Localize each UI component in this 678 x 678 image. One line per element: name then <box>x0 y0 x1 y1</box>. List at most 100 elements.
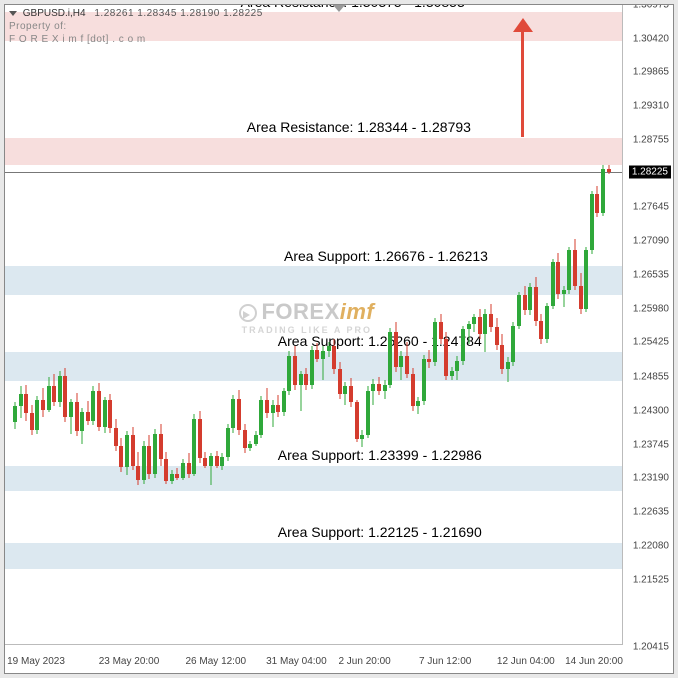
candle <box>47 5 51 647</box>
y-tick-label: 1.29865 <box>633 67 669 78</box>
x-tick-label: 26 May 12:00 <box>185 656 246 667</box>
candle <box>310 5 314 647</box>
y-tick-label: 1.30420 <box>633 33 669 44</box>
candle <box>80 5 84 647</box>
candle <box>483 5 487 647</box>
y-tick-label: 1.21525 <box>633 574 669 585</box>
candle <box>304 5 308 647</box>
candle <box>506 5 510 647</box>
candle <box>69 5 73 647</box>
candle <box>299 5 303 647</box>
candle <box>394 5 398 647</box>
candle <box>30 5 34 647</box>
property-value: F O R E X i m f [dot] . c o m <box>9 34 146 45</box>
plot-area[interactable]: FOREXimf TRADING LIKE A PRO Area Resista… <box>5 5 623 645</box>
candle <box>573 5 577 647</box>
x-tick-label: 7 Jun 12:00 <box>419 656 471 667</box>
candle <box>41 5 45 647</box>
candle <box>545 5 549 647</box>
drag-handle-icon[interactable] <box>333 5 345 12</box>
candle <box>416 5 420 647</box>
candle <box>590 5 594 647</box>
candle <box>293 5 297 647</box>
candle <box>170 5 174 647</box>
candle <box>472 5 476 647</box>
x-tick-label: 14 Jun 20:00 <box>565 656 623 667</box>
candle <box>192 5 196 647</box>
chart-header: GBPUSD.i,H4 1.28261 1.28345 1.28190 1.28… <box>9 7 263 46</box>
candle <box>567 5 571 647</box>
candle <box>528 5 532 647</box>
candle <box>259 5 263 647</box>
y-axis: 1.309751.304201.298651.293101.287551.282… <box>623 5 673 645</box>
candle <box>427 5 431 647</box>
candle <box>607 5 611 647</box>
candle <box>556 5 560 647</box>
candle <box>153 5 157 647</box>
y-tick-label: 1.30975 <box>633 4 669 11</box>
y-tick-label: 1.27090 <box>633 236 669 247</box>
y-tick-label: 1.23190 <box>633 473 669 484</box>
property-label: Property of: <box>9 21 67 32</box>
candle <box>534 5 538 647</box>
candle <box>349 5 353 647</box>
arrow-head-icon <box>513 18 533 32</box>
zone-label: Area Resistance: 1.28344 - 1.28793 <box>247 119 471 135</box>
dropdown-icon[interactable] <box>9 11 17 16</box>
candle <box>287 5 291 647</box>
y-tick-label: 1.22635 <box>633 507 669 518</box>
candle <box>108 5 112 647</box>
y-tick-label: 1.28755 <box>633 134 669 145</box>
y-tick-label: 1.24855 <box>633 372 669 383</box>
y-tick-label: 1.29310 <box>633 101 669 112</box>
candle <box>551 5 555 647</box>
candle <box>187 5 191 647</box>
candle <box>19 5 23 647</box>
candle <box>584 5 588 647</box>
candle <box>147 5 151 647</box>
candle <box>377 5 381 647</box>
candle <box>455 5 459 647</box>
candle <box>243 5 247 647</box>
y-tick-label: 1.26535 <box>633 269 669 280</box>
candle <box>86 5 90 647</box>
candle <box>338 5 342 647</box>
candle <box>478 5 482 647</box>
x-tick-label: 19 May 2023 <box>7 656 65 667</box>
candle <box>601 5 605 647</box>
candle <box>383 5 387 647</box>
candle <box>13 5 17 647</box>
candle <box>226 5 230 647</box>
candle <box>495 5 499 647</box>
x-tick-label: 23 May 20:00 <box>99 656 160 667</box>
candle <box>75 5 79 647</box>
candle <box>579 5 583 647</box>
candle <box>500 5 504 647</box>
candle <box>562 5 566 647</box>
candle <box>58 5 62 647</box>
x-axis: 19 May 202323 May 20:0026 May 12:0031 Ma… <box>5 647 623 673</box>
y-tick-label: 1.25425 <box>633 337 669 348</box>
candle <box>433 5 437 647</box>
y-tick-label: 1.27645 <box>633 202 669 213</box>
candle <box>411 5 415 647</box>
candle <box>248 5 252 647</box>
candle <box>282 5 286 647</box>
candle <box>63 5 67 647</box>
candle <box>315 5 319 647</box>
y-tick-label: 1.23745 <box>633 439 669 450</box>
candle <box>271 5 275 647</box>
candle <box>276 5 280 647</box>
y-tick-label: 1.20415 <box>633 642 669 653</box>
candle <box>175 5 179 647</box>
y-tick-label: 1.25980 <box>633 303 669 314</box>
candle <box>52 5 56 647</box>
candle <box>439 5 443 647</box>
candle <box>164 5 168 647</box>
candle <box>511 5 515 647</box>
candle <box>231 5 235 647</box>
candle <box>91 5 95 647</box>
candle <box>114 5 118 647</box>
candle <box>159 5 163 647</box>
candle <box>119 5 123 647</box>
